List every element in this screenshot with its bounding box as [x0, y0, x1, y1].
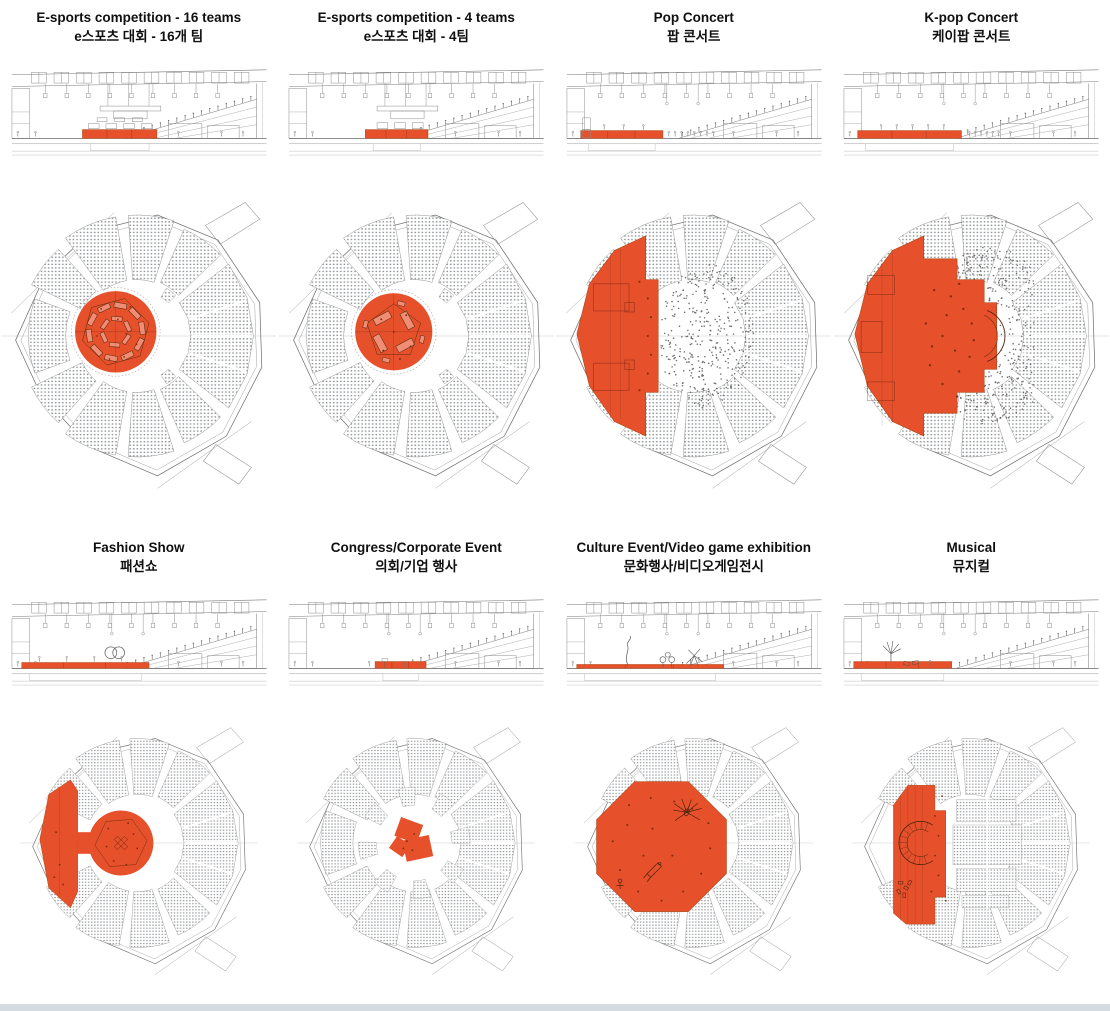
panel-title: Fashion Show 패션쇼 — [0, 530, 278, 589]
config-panel-kpop-concert: K-pop Concert 케이팝 콘서트 — [833, 0, 1110, 530]
panel-title-en: E-sports competition - 4 teams — [317, 10, 515, 25]
plan-drawing — [19, 697, 258, 989]
panel-title-ko: 뮤지컬 — [952, 558, 990, 574]
panel-title-ko: 팝 콘서트 — [667, 28, 721, 44]
plan-drawing — [1, 167, 277, 505]
config-panel-musical: Musical 뮤지컬 — [833, 530, 1110, 1011]
panel-title-ko: 문화행사/비디오게임전시 — [623, 558, 764, 574]
panel-title: E-sports competition - 16 teams e스포츠 대회 … — [0, 0, 278, 59]
section-drawing — [842, 63, 1101, 157]
config-panel-fashion-show: Fashion Show 패션쇼 — [0, 530, 278, 1011]
plan-drawing — [833, 167, 1109, 505]
plan-drawing — [297, 697, 536, 989]
bottom-strip — [0, 1004, 1110, 1011]
panel-title-ko: e스포츠 대회 - 16개 팀 — [74, 28, 204, 44]
config-panel-pop-concert: Pop Concert 팝 콘서트 — [555, 0, 833, 530]
panel-title-en: Congress/Corporate Event — [330, 540, 502, 555]
config-panel-esports-4: E-sports competition - 4 teams e스포츠 대회 -… — [278, 0, 556, 530]
panel-title-ko: 케이팝 콘서트 — [932, 28, 1011, 44]
panel-title: K-pop Concert 케이팝 콘서트 — [833, 0, 1110, 59]
config-panel-esports-16: E-sports competition - 16 teams e스포츠 대회 … — [0, 0, 278, 530]
section-drawing — [842, 593, 1101, 687]
plan-drawing — [574, 697, 813, 989]
panel-title: Pop Concert 팝 콘서트 — [555, 0, 833, 59]
panel-title: Musical 뮤지컬 — [833, 530, 1110, 589]
section-drawing — [287, 593, 546, 687]
panel-title-en: Fashion Show — [92, 540, 185, 555]
plan-drawing — [278, 167, 554, 505]
panel-title: E-sports competition - 4 teams e스포츠 대회 -… — [278, 0, 556, 59]
section-drawing — [287, 63, 546, 157]
panel-title-ko: 의회/기업 행사 — [375, 558, 458, 574]
panel-title-ko: e스포츠 대회 - 4팀 — [363, 28, 469, 44]
panel-title-en: K-pop Concert — [924, 10, 1019, 25]
panel-title: Congress/Corporate Event 의회/기업 행사 — [278, 530, 556, 589]
config-panel-culture-event: Culture Event/Video game exhibition 문화행사… — [555, 530, 833, 1011]
panel-title: Culture Event/Video game exhibition 문화행사… — [555, 530, 833, 589]
panel-title-ko: 패션쇼 — [120, 558, 158, 574]
section-drawing — [565, 593, 824, 687]
config-panel-congress: Congress/Corporate Event 의회/기업 행사 — [278, 530, 556, 1011]
plan-drawing — [852, 697, 1091, 989]
section-drawing — [565, 63, 824, 157]
panel-title-en: Culture Event/Video game exhibition — [576, 540, 812, 555]
panel-title-en: Pop Concert — [653, 10, 734, 25]
panel-title-en: Musical — [946, 540, 997, 555]
section-drawing — [10, 593, 269, 687]
panel-title-en: E-sports competition - 16 teams — [36, 10, 242, 25]
plan-drawing — [556, 167, 832, 505]
section-drawing — [10, 63, 269, 157]
